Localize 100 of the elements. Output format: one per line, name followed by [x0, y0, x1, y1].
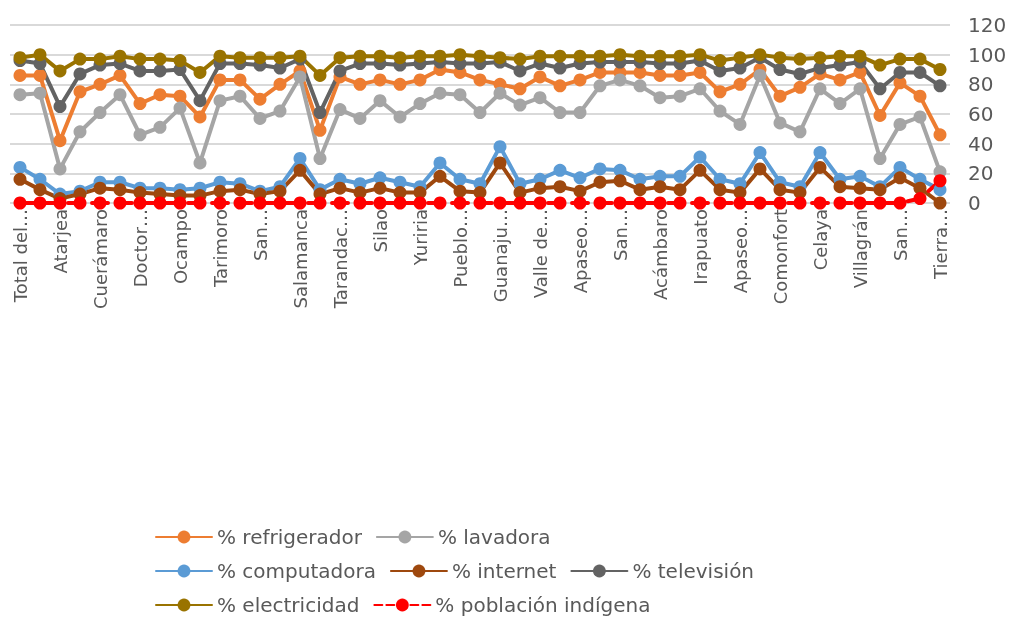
point [673, 68, 687, 82]
x-tick-label: Atarjea [49, 209, 71, 274]
point [373, 94, 387, 108]
point [853, 169, 867, 183]
point [553, 106, 567, 120]
point [313, 196, 327, 210]
point [533, 70, 547, 84]
x-tick-label: Apaseo… [729, 209, 751, 294]
point [413, 196, 427, 210]
point [633, 49, 647, 63]
point [13, 160, 27, 174]
point [713, 104, 727, 118]
point [933, 196, 947, 210]
legend-label: % televisión [632, 559, 755, 583]
point [833, 97, 847, 111]
point [553, 79, 567, 93]
point [33, 196, 47, 210]
point [913, 65, 927, 79]
point [393, 110, 407, 124]
point [713, 85, 727, 99]
point [433, 86, 447, 100]
point [533, 196, 547, 210]
point [433, 169, 447, 183]
point [533, 91, 547, 105]
y-tick-label: 0 [968, 191, 981, 215]
point [153, 88, 167, 102]
point [813, 146, 827, 160]
point [113, 88, 127, 102]
point [333, 51, 347, 65]
point [893, 65, 907, 79]
point [573, 196, 587, 210]
point [93, 52, 107, 66]
point [633, 79, 647, 93]
x-tick-label: San… [609, 209, 631, 261]
point [233, 196, 247, 210]
point [673, 196, 687, 210]
point [373, 181, 387, 195]
point [893, 117, 907, 131]
legend-label: % lavadora [437, 525, 551, 549]
point [673, 89, 687, 103]
y-tick-label: 100 [968, 42, 1007, 67]
point [733, 117, 747, 131]
point [933, 79, 947, 93]
point [153, 196, 167, 210]
point [233, 51, 247, 65]
point [553, 180, 567, 194]
point [753, 196, 767, 210]
point [653, 196, 667, 210]
point [793, 196, 807, 210]
point [453, 196, 467, 210]
y-tick-label: 40 [968, 131, 994, 156]
x-tick-label: Cuerámaro [89, 209, 111, 310]
point [533, 49, 547, 63]
point [353, 196, 367, 210]
x-tick-label: San… [889, 209, 911, 261]
point [853, 82, 867, 96]
point [873, 58, 887, 72]
legend-label: % electricidad [217, 593, 360, 617]
point [193, 110, 207, 124]
point [353, 49, 367, 63]
point [833, 180, 847, 194]
point [453, 184, 467, 198]
point [693, 48, 707, 62]
point [713, 54, 727, 68]
point [213, 184, 227, 198]
point [93, 181, 107, 195]
point [733, 51, 747, 65]
point [613, 174, 627, 188]
point [133, 97, 147, 111]
x-tick-label: Ocampo [169, 209, 191, 285]
point [613, 73, 627, 87]
point [193, 94, 207, 108]
point [433, 49, 447, 63]
point [53, 196, 67, 210]
point [653, 180, 667, 194]
point [173, 101, 187, 115]
point [353, 111, 367, 125]
point [773, 89, 787, 103]
point [933, 63, 947, 76]
point [793, 67, 807, 81]
x-tick-label: Pueblo… [449, 209, 471, 288]
point [13, 196, 27, 210]
point [553, 49, 567, 63]
point [433, 196, 447, 210]
point [73, 85, 87, 99]
point [473, 73, 487, 87]
point [393, 77, 407, 91]
point [333, 181, 347, 195]
point [473, 106, 487, 120]
point [153, 52, 167, 66]
point [73, 196, 87, 210]
point [793, 80, 807, 94]
point [553, 196, 567, 210]
x-tick-label: Irapuato [689, 209, 711, 285]
point [653, 91, 667, 105]
y-tick-label: 120 [968, 13, 1007, 37]
point [733, 77, 747, 91]
point [933, 128, 947, 142]
point [573, 171, 587, 185]
point [873, 82, 887, 96]
